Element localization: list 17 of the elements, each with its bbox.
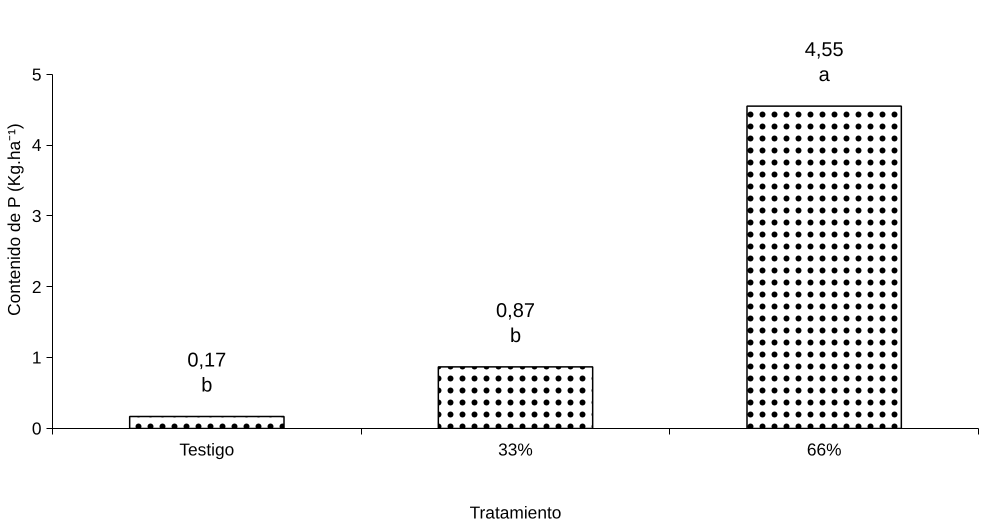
y-tick-label: 0 (32, 418, 42, 438)
x-tick-label: Testigo (179, 440, 234, 460)
data-label: 4,55 (804, 39, 844, 62)
x-tick-label: 66% (806, 440, 842, 460)
x-axis-title: Tratamiento (470, 502, 562, 522)
y-tick-label: 1 (32, 348, 42, 368)
annotation: b (201, 374, 212, 396)
y-tick-label: 3 (32, 206, 42, 226)
annotation: a (818, 64, 831, 86)
y-axis-title: Contenido de P (Kg.ha⁻¹) (4, 123, 24, 316)
y-tick-label: 2 (32, 276, 42, 297)
y-tick-label: 5 (32, 64, 42, 84)
data-label: 0,87 (496, 300, 535, 322)
y-tick-label: 4 (32, 135, 42, 156)
x-tick-label: 33% (498, 440, 533, 460)
annotation: b (510, 324, 522, 347)
data-label: 0,17 (187, 349, 226, 372)
